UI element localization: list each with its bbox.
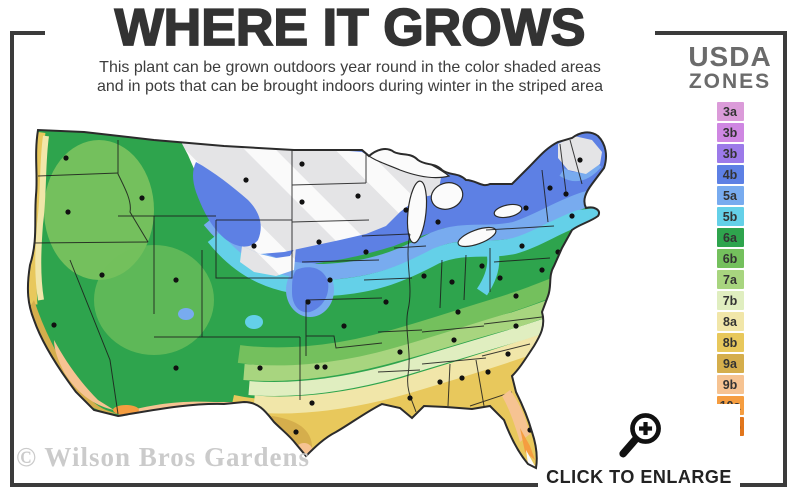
subtitle: This plant can be grown outdoors year ro… [45,58,655,96]
click-to-enlarge-label[interactable]: CLICK TO ENLARGE [546,467,732,487]
zone-swatch-3a: 3a [716,102,744,121]
zone-swatch-4b: 4b [716,165,744,184]
state-borders [29,139,583,415]
zone-swatch-9b: 9b [716,375,744,394]
zone-swatch-5b: 5b [716,207,744,226]
zone-swatch-9a: 9a [716,354,744,373]
magnifier-plus-icon[interactable] [611,408,667,464]
zone-swatch-6a: 6a [716,228,744,247]
usda-zone-map[interactable] [14,100,662,486]
legend-title-usda: USDA [688,41,772,72]
zone-swatch-8b: 8b [716,333,744,352]
legend-title-zones: ZONES [688,70,772,93]
zone-swatch-7a: 7a [716,270,744,289]
zone-swatch-3b: 3b [716,123,744,142]
watermark: © Wilson Bros Gardens [16,442,310,472]
zone-swatch-5a: 5a [716,186,744,205]
click-to-enlarge-button[interactable]: CLICK TO ENLARGE [538,404,740,492]
subtitle-line-1: This plant can be grown outdoors year ro… [99,59,601,76]
header: WHERE IT GROWS [45,0,655,58]
usda-zones-legend: USDA ZONES 3a3b3b4b5a5b6a6b7a7b8a8b9a9b1… [682,41,778,436]
zone-swatch-3b: 3b [716,144,744,163]
zone-swatch-6b: 6b [716,249,744,268]
page-title: WHERE IT GROWS [114,0,587,58]
us-outline [26,128,607,470]
map-zone-shading [27,130,607,468]
zone-swatch-7b: 7b [716,291,744,310]
zone-swatch-8a: 8a [716,312,744,331]
subtitle-line-2: and in pots that can be brought indoors … [96,78,604,95]
zone-list: 3a3b3b4b5a5b6a6b7a7b8a8b9a9b10a10b [682,102,778,436]
